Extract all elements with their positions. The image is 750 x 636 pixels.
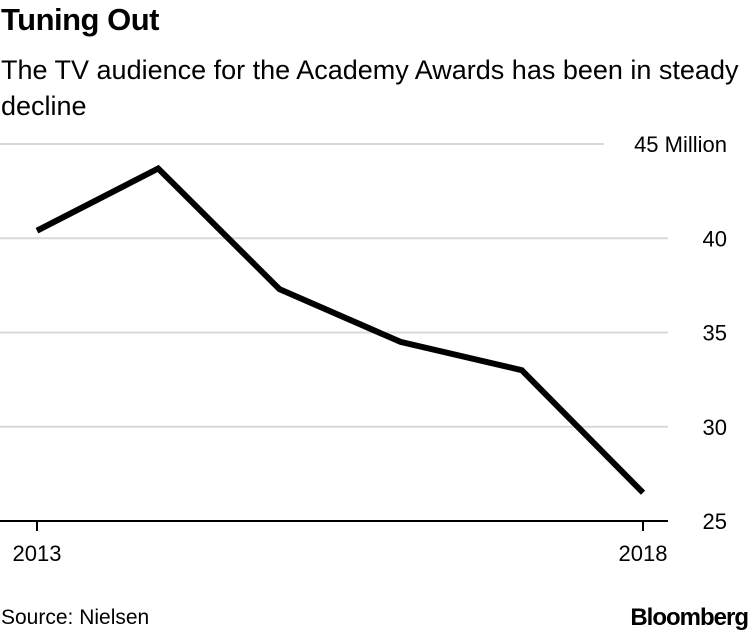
y-tick-label-35: 35: [703, 321, 727, 346]
series-line-0: [35, 164, 646, 495]
tick-labels: 25 30 35 40 45 Million 2013 2018: [13, 132, 727, 566]
chart-title: Tuning Out: [1, 2, 159, 37]
series-layer: [35, 164, 646, 495]
chart-subtitle: The TV audience for the Academy Awards h…: [1, 55, 739, 121]
source-note: Source: Nielsen: [1, 606, 150, 629]
x-tick-label-2013: 2013: [13, 541, 62, 566]
y-tick-label-30: 30: [703, 415, 727, 440]
bloomberg-logo: Bloomberg: [630, 604, 749, 631]
x-axis: [0, 520, 668, 531]
y-tick-label-40: 40: [703, 226, 727, 251]
gridlines: [0, 143, 668, 428]
x-tick-label-2018: 2018: [619, 541, 668, 566]
y-tick-label-45: 45 Million: [634, 132, 727, 157]
y-tick-label-25: 25: [703, 509, 727, 534]
